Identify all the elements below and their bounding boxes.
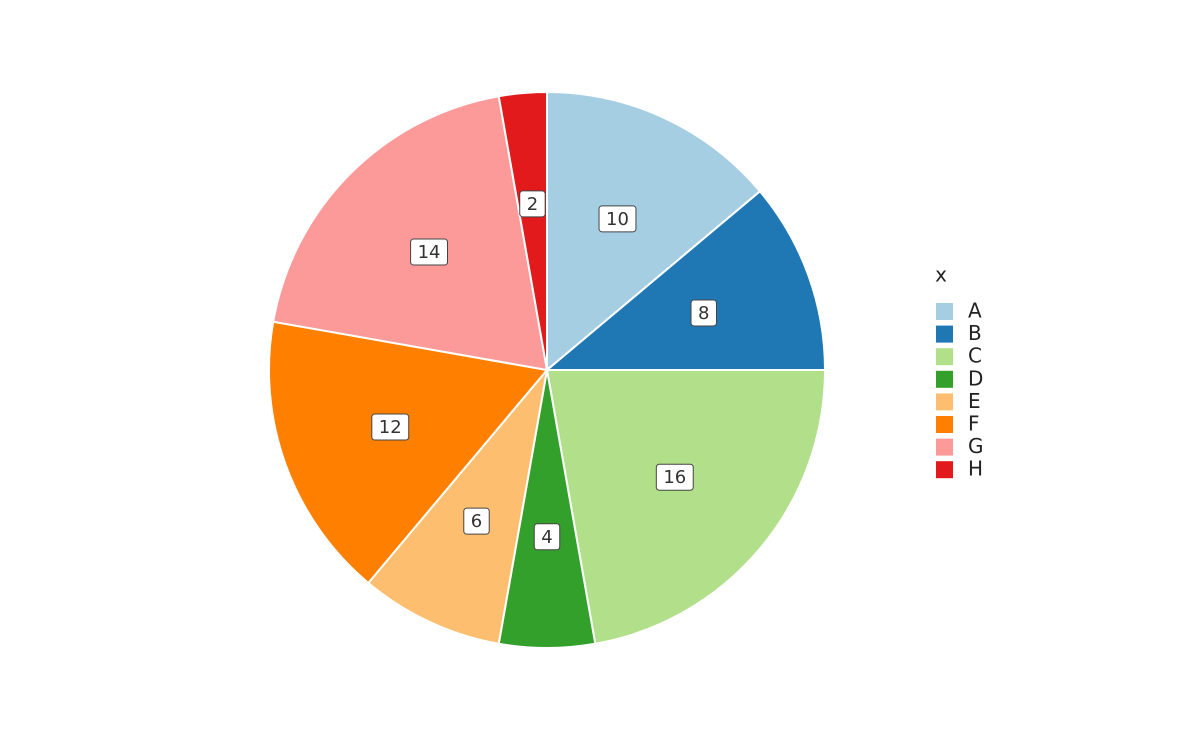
legend-swatch (936, 370, 953, 388)
legend-label: C (968, 344, 982, 368)
legend-title: x (935, 263, 947, 287)
legend-swatch (936, 393, 953, 411)
data-label-text: 16 (663, 467, 686, 488)
legend-label: A (968, 299, 982, 323)
pie-slice (272, 95, 549, 372)
data-label-box (463, 507, 490, 535)
legend-label: G (968, 434, 984, 458)
legend-label: F (968, 412, 980, 436)
data-label: 16 (655, 463, 694, 491)
legend-swatch (936, 416, 953, 433)
pie-slice (366, 366, 549, 645)
pie-slice (497, 90, 548, 371)
data-label-box (598, 205, 637, 233)
data-label-box (410, 238, 449, 266)
data-label-text: 12 (379, 417, 402, 438)
legend-swatch (936, 348, 953, 366)
data-label: 4 (533, 523, 561, 551)
pie-slice (545, 369, 827, 645)
legend-label: D (968, 366, 983, 390)
data-label-text: 10 (606, 209, 629, 230)
legend-swatch (936, 461, 953, 479)
data-label-box (533, 523, 561, 551)
legend-swatch (936, 438, 953, 456)
data-label: 12 (371, 413, 410, 441)
pie-slice (544, 189, 827, 371)
data-label-box (371, 413, 410, 441)
data-label-text: 14 (418, 242, 441, 263)
data-label-text: 6 (471, 511, 482, 532)
data-label: 2 (519, 190, 546, 218)
legend-swatch (936, 325, 953, 343)
pie-slice (546, 90, 762, 373)
data-label-box (519, 190, 546, 218)
data-label-box (655, 463, 694, 491)
data-label: 14 (410, 238, 449, 266)
data-label-text: 8 (698, 303, 709, 324)
data-label-box (690, 299, 717, 327)
data-label: 8 (690, 299, 717, 327)
legend-label: E (968, 389, 981, 413)
data-label-text: 2 (527, 194, 538, 215)
data-label: 10 (598, 205, 637, 233)
pie-slice (268, 320, 549, 585)
data-label-text: 4 (541, 527, 552, 548)
legend-label: H (968, 457, 983, 481)
legend-label: B (968, 321, 982, 345)
data-label: 6 (463, 507, 490, 535)
legend-swatch (936, 303, 953, 320)
